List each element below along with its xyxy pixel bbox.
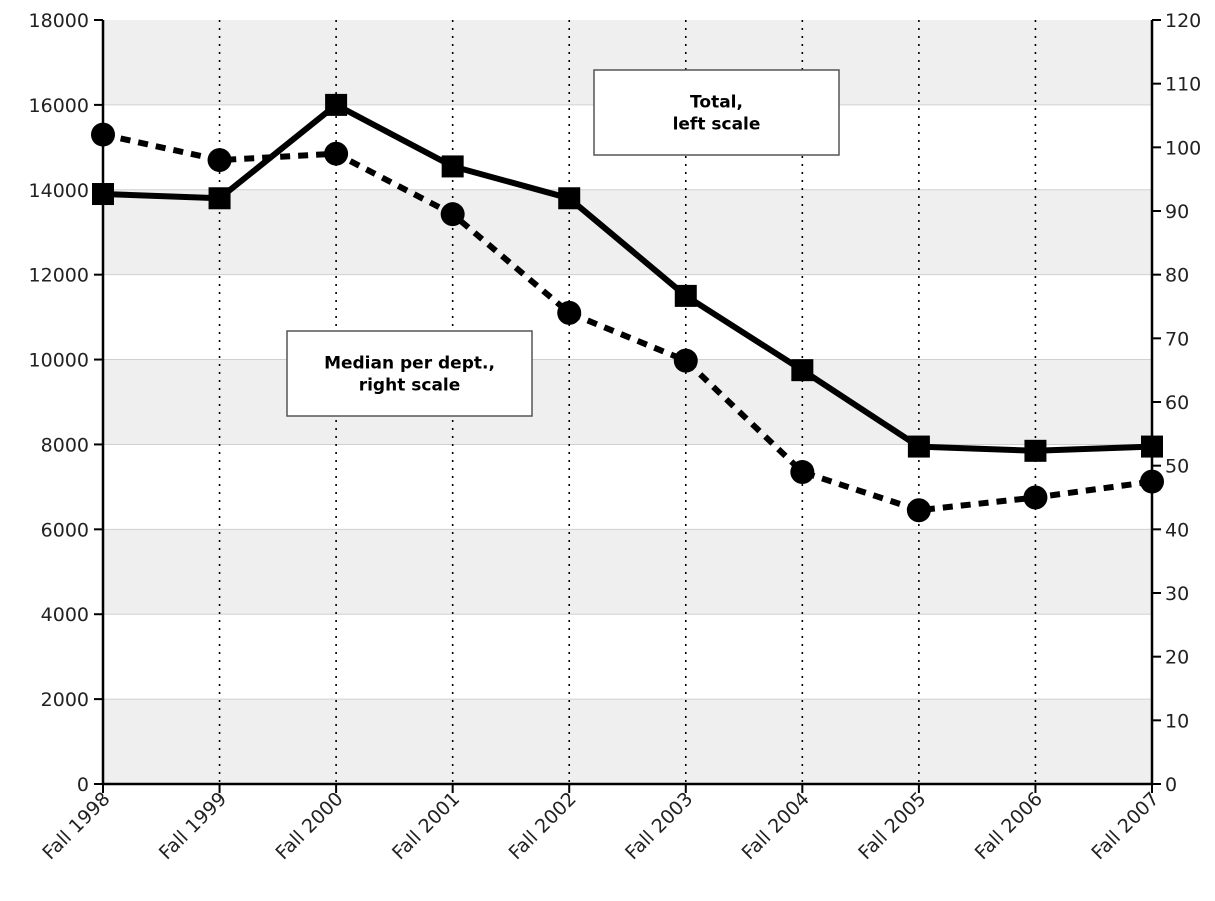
series-0-point	[558, 187, 581, 210]
left-axis-tick-label: 2000	[41, 689, 89, 711]
right-axis-tick-label: 70	[1165, 328, 1189, 350]
series-1-line	[102, 131, 1153, 514]
series-layer	[91, 93, 1164, 523]
annotation-label: Median per dept.,	[324, 354, 495, 374]
right-axis-tick-label: 50	[1165, 456, 1189, 478]
series-1-point	[1140, 469, 1164, 494]
background-band	[103, 189, 1152, 275]
annotations: Total,left scale Median per dept.,right s…	[286, 69, 840, 417]
left-axis-tick-label: 8000	[41, 434, 89, 456]
x-axis-tick-label: Fall 1999	[155, 788, 231, 864]
series-0-point	[1141, 435, 1163, 458]
left-axis-tick-label: 0	[77, 774, 89, 796]
series-1-point	[557, 300, 582, 325]
series-0-point	[208, 187, 231, 210]
right-axis-tick-label: 40	[1165, 519, 1189, 541]
right-axis-tick-label: 80	[1165, 265, 1189, 287]
left-axis-tick-label: 12000	[29, 265, 89, 287]
right-axis-tick-label: 60	[1165, 392, 1189, 414]
right-axis-tick-label: 110	[1165, 74, 1201, 96]
series-0-point	[1024, 439, 1047, 462]
left-axis-tick-label: 16000	[29, 95, 89, 117]
annotation-label: right scale	[359, 376, 461, 396]
background-band	[103, 274, 1152, 360]
series-0-point	[441, 155, 464, 178]
right-axis-tick-label: 0	[1165, 774, 1177, 796]
x-axis-tick-label: Fall 2002	[505, 788, 581, 864]
right-axis-tick-label: 20	[1165, 647, 1189, 669]
series-1-point	[324, 141, 349, 166]
x-axis-tick-label: Fall 2006	[971, 788, 1047, 864]
series-0-point	[325, 93, 348, 116]
series-0-point	[791, 359, 814, 382]
x-axis-tick-label: Fall 2001	[388, 788, 464, 864]
x-axis-tick-label: Fall 2004	[738, 788, 814, 864]
series-1-point	[673, 348, 698, 373]
right-axis-tick-label: 10	[1165, 710, 1189, 732]
right-axis-tick-label: 100	[1165, 137, 1201, 159]
annotation-label: left scale	[673, 115, 761, 135]
background-band	[103, 529, 1152, 615]
series-0-point	[674, 284, 697, 307]
left-axis-tick-label: 6000	[41, 519, 89, 541]
annotation-label: Total,	[690, 93, 743, 113]
left-axis-tick-label: 10000	[29, 350, 89, 372]
series-0-point	[907, 435, 930, 458]
x-axis-tick-label: Fall 2003	[621, 788, 697, 864]
right-axis-tick-label: 120	[1165, 10, 1201, 32]
left-axis-tick-label: 14000	[29, 180, 89, 202]
annotation-box	[593, 69, 840, 156]
series-1-point	[91, 122, 115, 147]
x-axis-tick-label: Fall 2000	[271, 788, 347, 864]
series-1-point	[207, 148, 232, 173]
series-1-point	[1023, 485, 1048, 510]
x-axis-tick-label: Fall 2005	[854, 788, 930, 864]
series-1-point	[440, 202, 465, 227]
annotation-box	[286, 330, 533, 417]
series-0-point	[92, 183, 114, 206]
background-band	[103, 359, 1152, 445]
x-axis-tick-label: Fall 1998	[38, 788, 114, 864]
series-0-line	[102, 101, 1153, 454]
x-axis-tick-label: Fall 2007	[1087, 788, 1163, 864]
left-axis-tick-label: 18000	[29, 10, 89, 32]
right-axis-tick-label: 30	[1165, 583, 1189, 605]
background-bands	[103, 20, 1152, 784]
right-axis-tick-label: 90	[1165, 201, 1189, 223]
background-band	[103, 699, 1152, 784]
background-band	[103, 614, 1152, 700]
series-1-point	[906, 498, 931, 523]
series-1-point	[790, 460, 815, 485]
left-axis-tick-label: 4000	[41, 604, 89, 626]
background-band	[103, 444, 1152, 530]
